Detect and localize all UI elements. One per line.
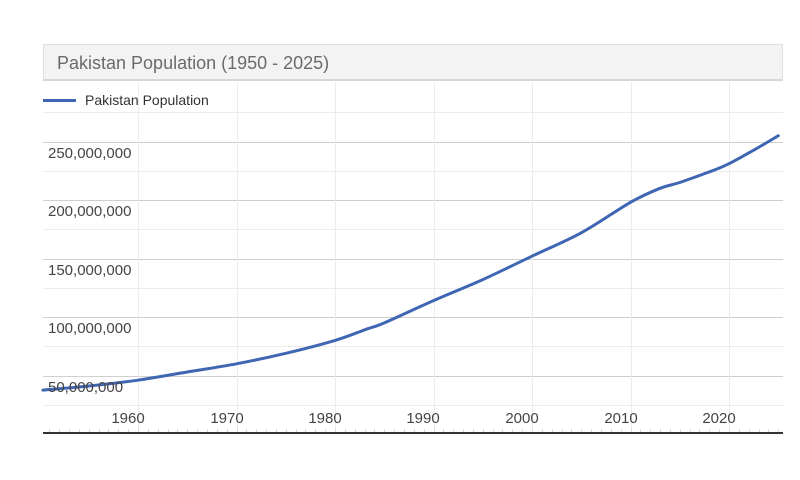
y-tick-label: 100,000,000	[48, 320, 132, 337]
x-tick-label: 2000	[505, 410, 539, 427]
x-tick-label: 2020	[702, 410, 736, 427]
legend-label: Pakistan Population	[85, 92, 209, 108]
x-tick-label: 1960	[111, 410, 145, 427]
x-tick-label: 1990	[406, 410, 440, 427]
x-tick-label: 2010	[604, 410, 638, 427]
y-tick-label: 150,000,000	[48, 262, 132, 279]
x-tick-label: 1980	[308, 410, 342, 427]
chart-title: Pakistan Population (1950 - 2025)	[57, 53, 330, 73]
y-tick-label: 250,000,000	[48, 145, 132, 162]
chart-gridlines	[43, 82, 783, 432]
x-axis-baseline	[43, 429, 783, 434]
legend-line-icon	[43, 98, 76, 102]
chart-legend: Pakistan Population	[43, 90, 209, 110]
series-line-pakistan-population	[41, 134, 780, 392]
chart-title-bar: Pakistan Population (1950 - 2025)	[43, 44, 783, 81]
x-tick-label: 1970	[210, 410, 244, 427]
y-tick-label: 200,000,000	[48, 203, 132, 220]
y-tick-label: 50,000,000	[48, 379, 124, 396]
